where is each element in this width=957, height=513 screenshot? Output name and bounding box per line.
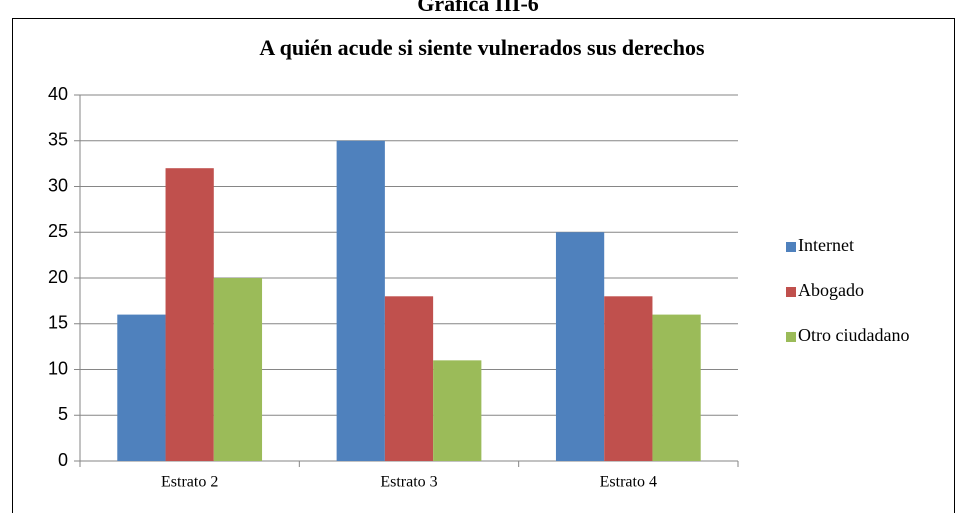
legend-swatch — [786, 287, 796, 297]
legend-label: Abogado — [798, 280, 864, 300]
legend-label: Internet — [798, 235, 854, 255]
bar — [336, 140, 385, 461]
bar — [652, 314, 701, 461]
bar — [384, 296, 434, 461]
y-tick-label: 20 — [48, 267, 68, 287]
y-tick-label: 30 — [48, 175, 68, 195]
x-tick-label: Estrato 2 — [161, 474, 218, 491]
y-tick-label: 15 — [48, 313, 68, 333]
bar — [555, 232, 605, 461]
legend-label: Otro ciudadano — [798, 325, 909, 345]
y-tick-label: 10 — [48, 358, 68, 378]
legend-swatch — [786, 332, 796, 342]
x-tick-label: Estrato 4 — [600, 474, 657, 491]
bar — [117, 314, 166, 461]
legend-swatch — [786, 242, 796, 252]
y-tick-label: 5 — [58, 404, 68, 424]
bar — [213, 278, 263, 461]
x-tick-label: Estrato 3 — [380, 474, 437, 491]
y-tick-label: 0 — [58, 450, 68, 470]
chart-title: A quién acude si siente vulnerados sus d… — [259, 35, 705, 60]
bar — [165, 168, 214, 461]
y-tick-label: 25 — [48, 221, 68, 241]
bar — [604, 296, 653, 461]
figure-caption: Gráfica III-6 — [417, 0, 539, 16]
y-tick-label: 35 — [48, 130, 68, 150]
bar — [433, 360, 482, 461]
y-tick-label: 40 — [48, 84, 68, 104]
